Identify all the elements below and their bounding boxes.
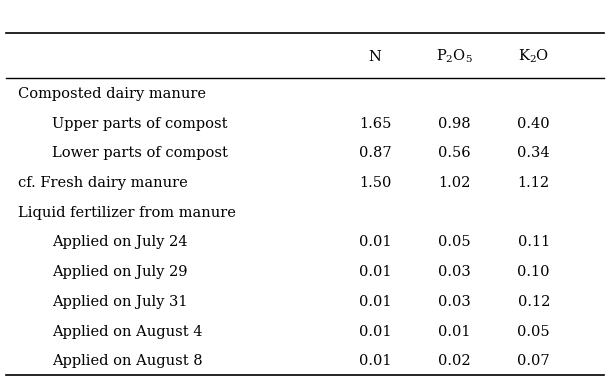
Text: 1.65: 1.65 [359, 117, 392, 131]
Text: Applied on August 8: Applied on August 8 [52, 354, 203, 368]
Text: Applied on July 29: Applied on July 29 [52, 265, 187, 279]
Text: Composted dairy manure: Composted dairy manure [18, 87, 206, 101]
Text: 0.01: 0.01 [438, 325, 471, 339]
Text: 0.02: 0.02 [438, 354, 471, 368]
Text: 0.05: 0.05 [438, 235, 471, 249]
Text: 0.12: 0.12 [517, 295, 550, 309]
Text: Applied on July 31: Applied on July 31 [52, 295, 187, 309]
Text: 0.56: 0.56 [438, 146, 471, 160]
Text: 0.11: 0.11 [518, 235, 550, 249]
Text: 0.03: 0.03 [438, 295, 471, 309]
Text: Applied on July 24: Applied on July 24 [52, 235, 187, 249]
Text: 0.98: 0.98 [438, 117, 471, 131]
Text: Upper parts of compost: Upper parts of compost [52, 117, 228, 131]
Text: 0.10: 0.10 [517, 265, 550, 279]
Text: 1.12: 1.12 [518, 176, 550, 190]
Text: $\mathregular{K_2O}$: $\mathregular{K_2O}$ [518, 48, 550, 65]
Text: 1.02: 1.02 [438, 176, 471, 190]
Text: 1.50: 1.50 [359, 176, 392, 190]
Text: 0.01: 0.01 [359, 265, 392, 279]
Text: $\mathregular{P_2O_5}$: $\mathregular{P_2O_5}$ [436, 48, 473, 65]
Text: 0.03: 0.03 [438, 265, 471, 279]
Text: 0.01: 0.01 [359, 354, 392, 368]
Text: Liquid fertilizer from manure: Liquid fertilizer from manure [18, 206, 236, 220]
Text: 0.87: 0.87 [359, 146, 392, 160]
Text: 0.01: 0.01 [359, 235, 392, 249]
Text: 0.40: 0.40 [517, 117, 550, 131]
Text: Lower parts of compost: Lower parts of compost [52, 146, 228, 160]
Text: 0.34: 0.34 [517, 146, 550, 160]
Text: 0.01: 0.01 [359, 295, 392, 309]
Text: 0.01: 0.01 [359, 325, 392, 339]
Text: cf. Fresh dairy manure: cf. Fresh dairy manure [18, 176, 188, 190]
Text: Applied on August 4: Applied on August 4 [52, 325, 203, 339]
Text: 0.07: 0.07 [517, 354, 550, 368]
Text: N: N [368, 50, 382, 64]
Text: 0.05: 0.05 [517, 325, 550, 339]
